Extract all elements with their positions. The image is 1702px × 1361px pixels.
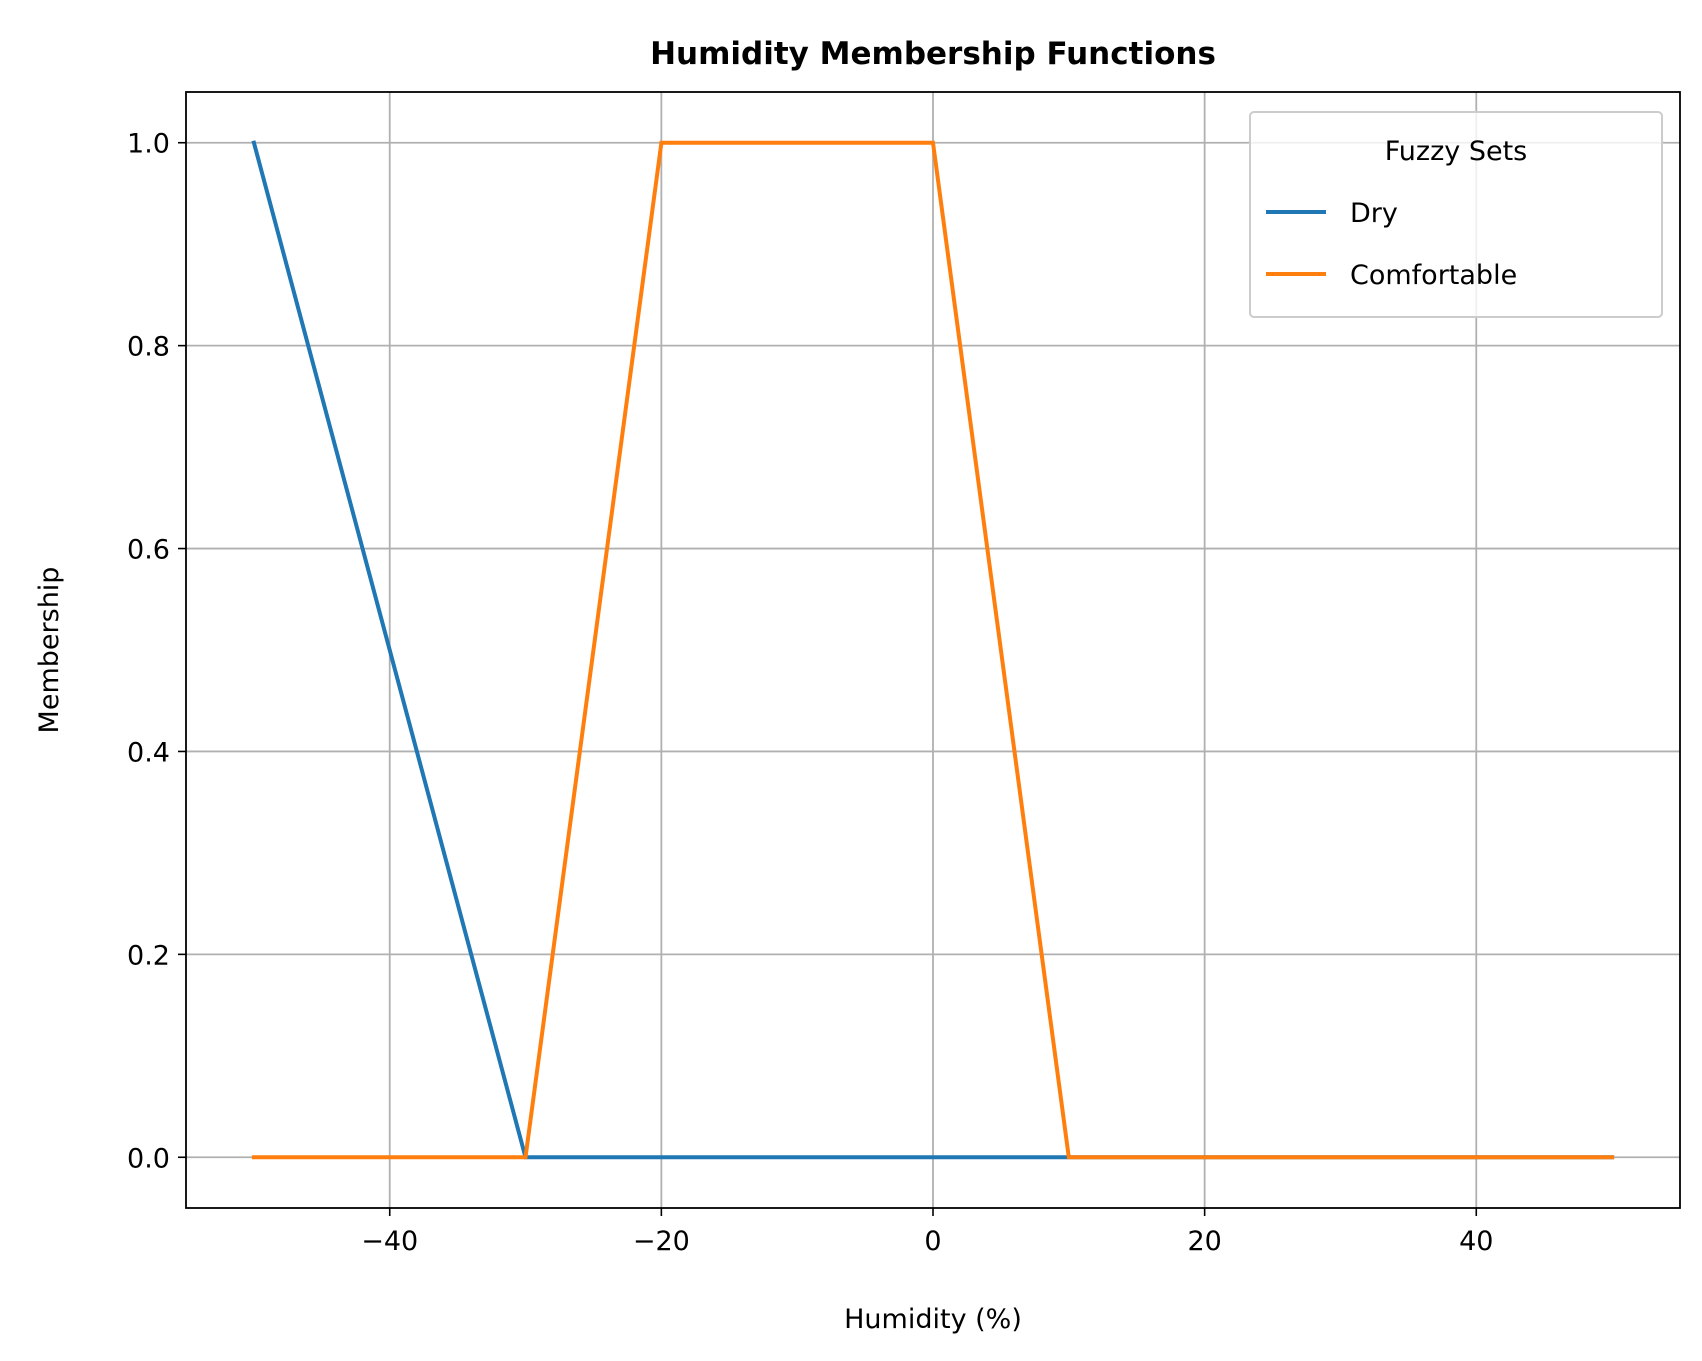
y-tick-label: 0.6 (127, 535, 170, 566)
legend-label-comfortable: Comfortable (1350, 260, 1517, 291)
x-tick-label: −40 (361, 1226, 418, 1257)
series-line-comfortable (251, 140, 1615, 1160)
ticks: −40 −20 0 20 40 0.0 0.2 0.4 0.6 0.8 1.0 (127, 129, 1493, 1257)
legend-title: Fuzzy Sets (1385, 136, 1527, 167)
chart-title: Humidity Membership Functions (650, 36, 1216, 72)
y-tick-label: 0.4 (127, 737, 170, 768)
y-tick-label: 0.8 (127, 332, 170, 363)
x-tick-label: 20 (1187, 1226, 1221, 1257)
y-axis-label: Membership (34, 567, 65, 734)
legend: Fuzzy Sets Dry Comfortable (1249, 111, 1663, 318)
y-tick-label: 0.0 (127, 1143, 170, 1174)
legend-box (1249, 111, 1663, 318)
x-tick-label: 40 (1459, 1226, 1493, 1257)
x-axis-label: Humidity (%) (844, 1304, 1022, 1335)
series-group (251, 140, 1615, 1160)
y-tick-label: 0.2 (127, 940, 170, 971)
legend-label-dry: Dry (1350, 198, 1398, 229)
x-tick-label: −20 (633, 1226, 690, 1257)
legend-items: Dry Comfortable (1266, 198, 1517, 291)
y-tick-label: 1.0 (127, 129, 170, 160)
x-tick-label: 0 (924, 1226, 941, 1257)
